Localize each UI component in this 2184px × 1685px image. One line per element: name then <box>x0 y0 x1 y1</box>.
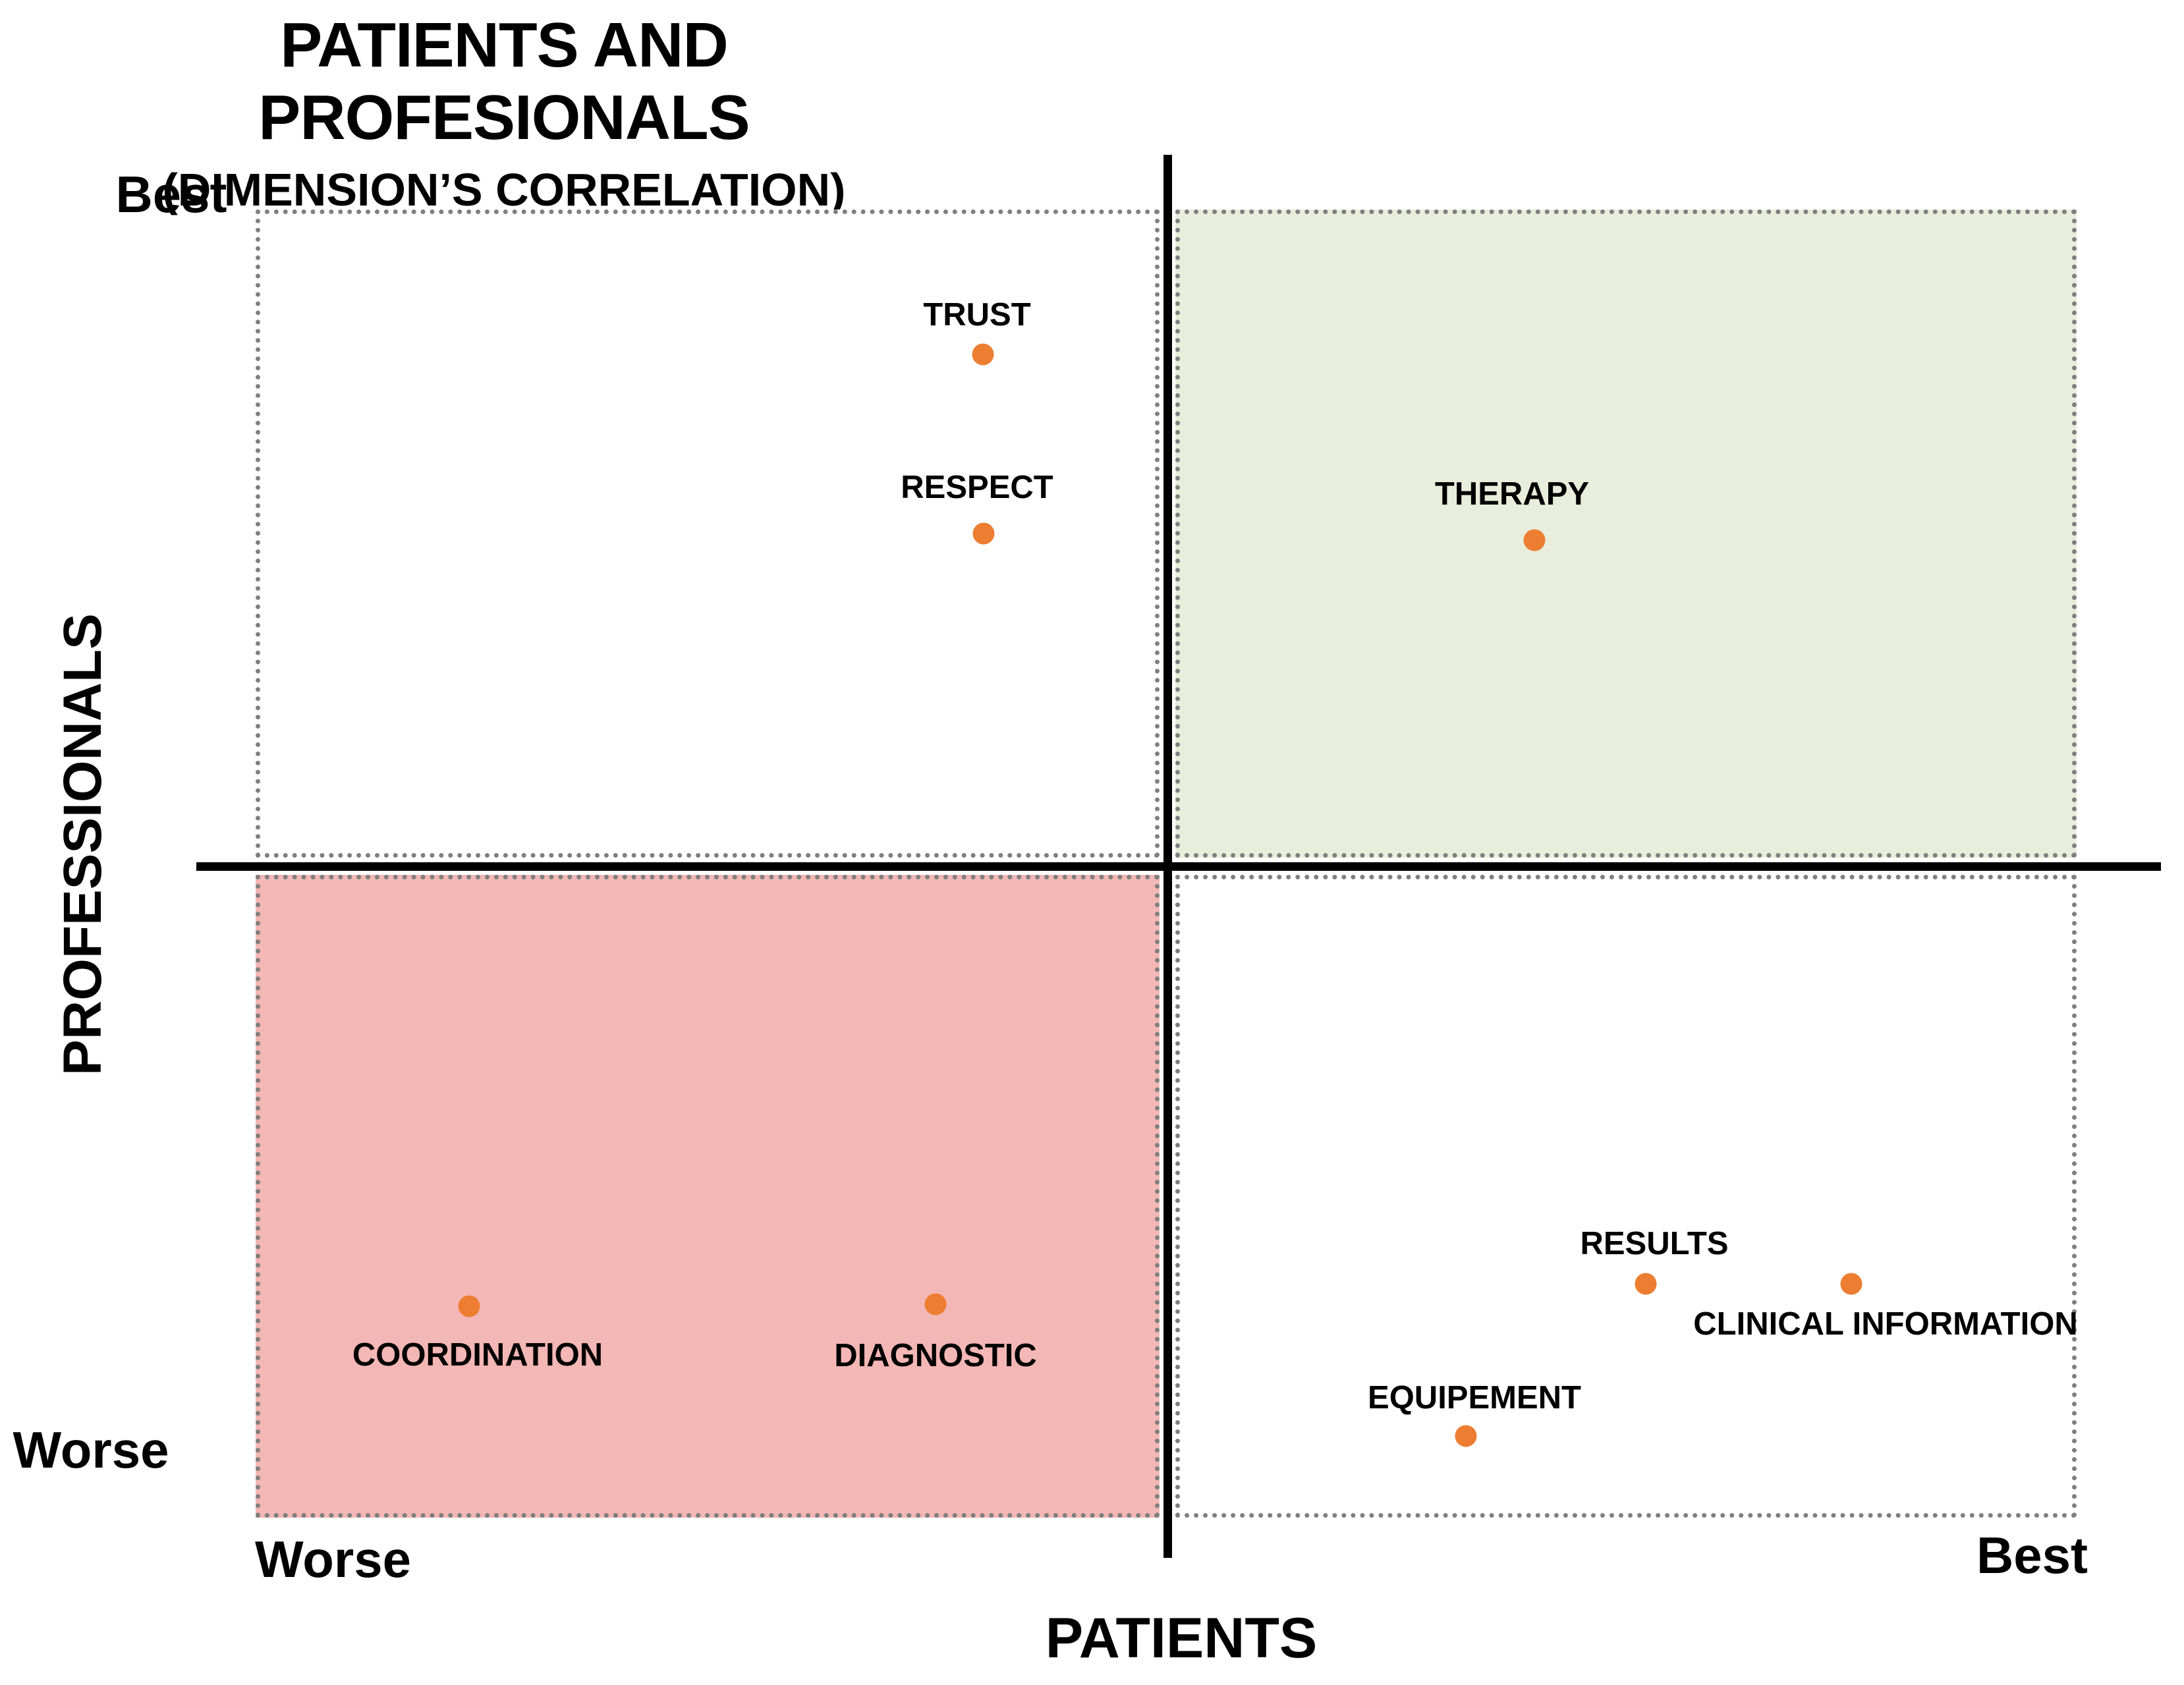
y-axis-min-label: Worse <box>13 1421 169 1479</box>
chart-title: PATIENTS AND PROFESIONALS <box>258 10 750 153</box>
y-axis-max-label: Best <box>115 165 227 223</box>
data-point-dot <box>1840 1273 1862 1295</box>
data-point-label: CLINICAL INFORMATION <box>1693 1306 2078 1342</box>
chart-subtitle: (DIMENSION’S CORRELATION) <box>162 164 846 215</box>
quadrant-top-left <box>256 209 1160 858</box>
data-point-dot <box>1635 1273 1657 1295</box>
x-axis-line <box>196 862 2161 871</box>
y-axis-line <box>1163 155 1172 1558</box>
x-axis-title: PATIENTS <box>1045 1607 1318 1670</box>
quadrant-bottom-right <box>1175 875 2077 1518</box>
data-point-dot <box>972 522 995 545</box>
data-point-dot <box>924 1293 947 1315</box>
y-axis-title: PROFESSIONALS <box>53 613 113 1076</box>
data-point-label: TRUST <box>923 297 1031 333</box>
quadrant-top-right <box>1175 209 2077 858</box>
data-point-label: COORDINATION <box>352 1337 603 1373</box>
data-point-dot <box>972 343 994 366</box>
quadrant-bottom-left <box>256 875 1160 1518</box>
data-point-label: THERAPY <box>1434 476 1590 512</box>
data-point-label: RESULTS <box>1580 1226 1729 1261</box>
data-point-dot <box>1523 529 1546 551</box>
data-point-label: RESPECT <box>901 470 1053 505</box>
data-point-dot <box>458 1295 480 1317</box>
data-point-dot <box>1455 1425 1477 1447</box>
x-axis-min-label: Worse <box>255 1530 411 1588</box>
chart-title-block: PATIENTS AND PROFESIONALS (DIMENSION’S C… <box>46 9 962 216</box>
data-point-label: DIAGNOSTIC <box>834 1338 1037 1373</box>
x-axis-max-label: Best <box>1976 1526 2088 1584</box>
data-point-label: EQUIPEMENT <box>1368 1380 1581 1416</box>
